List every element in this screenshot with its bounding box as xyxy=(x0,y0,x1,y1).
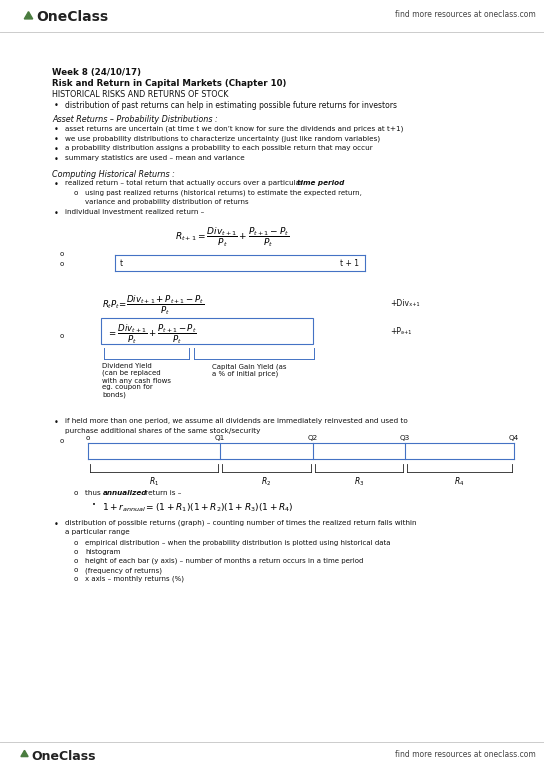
Text: individual investment realized return –: individual investment realized return – xyxy=(65,209,204,215)
Text: o: o xyxy=(60,333,64,339)
Text: annualized: annualized xyxy=(103,490,147,496)
Text: find more resources at oneclass.com: find more resources at oneclass.com xyxy=(395,750,536,759)
Text: histogram: histogram xyxy=(85,549,120,555)
Text: $R_4$: $R_4$ xyxy=(454,475,465,487)
Text: OneClass: OneClass xyxy=(31,750,96,763)
Text: (frequency of returns): (frequency of returns) xyxy=(85,567,162,574)
Text: t + 1: t + 1 xyxy=(340,259,359,268)
Text: $R_1$: $R_1$ xyxy=(149,475,159,487)
Text: o: o xyxy=(60,251,64,257)
Text: •: • xyxy=(54,520,59,529)
Text: Risk and Return in Capital Markets (Chapter 10): Risk and Return in Capital Markets (Chap… xyxy=(52,79,286,88)
Text: $R_{t+1}=\dfrac{Div_{t+1}}{P_t}+\dfrac{P_{t+1}-P_t}{P_t}$: $R_{t+1}=\dfrac{Div_{t+1}}{P_t}+\dfrac{P… xyxy=(175,225,289,249)
FancyBboxPatch shape xyxy=(101,318,313,344)
Text: •: • xyxy=(92,502,96,508)
Text: •: • xyxy=(54,209,59,218)
Text: •: • xyxy=(54,180,59,189)
Text: o: o xyxy=(60,438,64,444)
Text: •: • xyxy=(54,135,59,144)
Text: variance and probability distribution of returns: variance and probability distribution of… xyxy=(85,199,249,205)
Text: Week 8 (24/10/17): Week 8 (24/10/17) xyxy=(52,68,141,77)
Text: o: o xyxy=(86,435,90,441)
Text: using past realized returns (historical returns) to estimate the expected return: using past realized returns (historical … xyxy=(85,190,362,196)
Text: o: o xyxy=(74,549,78,555)
Text: Q1: Q1 xyxy=(215,435,225,441)
Text: a probability distribution assigns a probability to each possible return that ma: a probability distribution assigns a pro… xyxy=(65,145,373,151)
Text: time period: time period xyxy=(297,180,344,186)
Text: if held more than one period, we assume all dividends are immediately reinvested: if held more than one period, we assume … xyxy=(65,418,408,424)
Text: $R_3$: $R_3$ xyxy=(354,475,364,487)
Text: •: • xyxy=(54,145,59,154)
Text: o: o xyxy=(74,567,78,573)
Text: summary statistics are used – mean and variance: summary statistics are used – mean and v… xyxy=(65,155,245,161)
Text: •: • xyxy=(54,101,59,110)
Text: +Divₓ₊₁: +Divₓ₊₁ xyxy=(390,299,419,308)
Text: •: • xyxy=(54,418,59,427)
Text: +Pₔ₊₁: +Pₔ₊₁ xyxy=(390,327,411,336)
Text: empirical distribution – when the probability distribution is plotted using hist: empirical distribution – when the probab… xyxy=(85,540,391,546)
Text: Q2: Q2 xyxy=(308,435,318,441)
Text: o: o xyxy=(74,540,78,546)
Text: o: o xyxy=(74,190,78,196)
Text: Asset Returns – Probability Distributions :: Asset Returns – Probability Distribution… xyxy=(52,115,218,124)
Text: distribution of past returns can help in estimating possible future returns for : distribution of past returns can help in… xyxy=(65,101,397,110)
Text: Capital Gain Yield (as
a % of initial price): Capital Gain Yield (as a % of initial pr… xyxy=(212,363,287,377)
Text: $1+r_{annual}=(1+R_1)(1+R_2)(1+R_3)(1+R_4)$: $1+r_{annual}=(1+R_1)(1+R_2)(1+R_3)(1+R_… xyxy=(102,502,294,514)
Text: we use probability distributions to characterize uncertainty (just like random v: we use probability distributions to char… xyxy=(65,135,380,142)
Text: thus: thus xyxy=(85,490,103,496)
Text: find more resources at oneclass.com: find more resources at oneclass.com xyxy=(395,10,536,19)
Text: return is –: return is – xyxy=(143,490,181,496)
Text: asset returns are uncertain (at time t we don’t know for sure the dividends and : asset returns are uncertain (at time t w… xyxy=(65,125,403,132)
Text: HISTORICAL RISKS AND RETURNS OF STOCK: HISTORICAL RISKS AND RETURNS OF STOCK xyxy=(52,90,228,99)
Text: x axis – monthly returns (%): x axis – monthly returns (%) xyxy=(85,576,184,582)
Text: Q3: Q3 xyxy=(400,435,410,441)
Text: t: t xyxy=(120,259,123,268)
Text: •: • xyxy=(54,155,59,164)
Text: o: o xyxy=(74,576,78,582)
Text: o: o xyxy=(74,558,78,564)
Text: Q4: Q4 xyxy=(509,435,519,441)
Text: realized return – total return that actually occurs over a particular: realized return – total return that actu… xyxy=(65,180,305,186)
Text: $=\dfrac{Div_{t+1}}{P_t}+\dfrac{P_{t+1}-P_t}{P_t}$: $=\dfrac{Div_{t+1}}{P_t}+\dfrac{P_{t+1}-… xyxy=(107,322,197,346)
Text: o: o xyxy=(60,261,64,267)
Text: Dividend Yield
(can be replaced
with any cash flows
eg. coupon for
bonds): Dividend Yield (can be replaced with any… xyxy=(102,363,171,398)
Text: a particular range: a particular range xyxy=(65,529,130,535)
Text: OneClass: OneClass xyxy=(36,10,108,24)
Text: height of each bar (y axis) – number of months a return occurs in a time period: height of each bar (y axis) – number of … xyxy=(85,558,363,564)
Text: purchase additional shares of the same stock/security: purchase additional shares of the same s… xyxy=(65,428,261,434)
Text: •: • xyxy=(54,125,59,134)
Text: distribution of possible returns (graph) – counting number of times the realized: distribution of possible returns (graph)… xyxy=(65,520,417,527)
Text: Computing Historical Returns :: Computing Historical Returns : xyxy=(52,170,175,179)
Text: $R_tP_t\!=\!\dfrac{Div_{t+1}+P_{t+1}-P_t}{P_t}$: $R_tP_t\!=\!\dfrac{Div_{t+1}+P_{t+1}-P_t… xyxy=(102,293,205,316)
Text: o: o xyxy=(74,490,78,496)
Text: $R_2$: $R_2$ xyxy=(262,475,271,487)
